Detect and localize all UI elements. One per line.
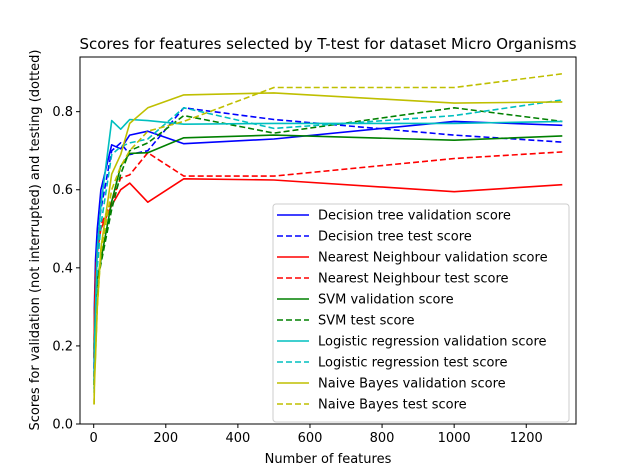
x-axis-label: Number of features <box>265 452 392 467</box>
x-tick-label: 1200 <box>510 431 543 446</box>
x-tick-label: 600 <box>298 431 323 446</box>
series-line <box>93 73 563 405</box>
series-line <box>93 151 563 358</box>
series-line <box>93 178 563 358</box>
plot-frame <box>79 56 577 425</box>
legend-entry: Naive Bayes test score <box>318 398 467 413</box>
x-axis: 0 200 400 600 800 1000 1200 <box>90 424 543 446</box>
y-tick-label: 0.4 <box>52 261 73 276</box>
legend-entry: Logistic regression test score <box>318 356 507 371</box>
x-tick-label: 1000 <box>438 431 471 446</box>
y-tick-label: 0.8 <box>52 105 73 120</box>
x-tick-label: 800 <box>370 431 395 446</box>
chart-title: Scores for features selected by T-test f… <box>79 35 576 53</box>
y-tick-label: 0.6 <box>52 183 73 198</box>
series-line <box>93 99 563 393</box>
legend-entry: Logistic regression validation score <box>318 335 547 350</box>
y-axis: 0.0 0.2 0.4 0.6 0.8 <box>52 105 80 433</box>
legend-entry: SVM test score <box>318 314 415 329</box>
legend-entry: Nearest Neighbour test score <box>318 272 509 287</box>
y-axis-label: Scores for validation (not interrupted) … <box>28 50 43 431</box>
x-tick-label: 400 <box>225 431 250 446</box>
y-tick-label: 0.2 <box>52 339 73 354</box>
plot-area: 0 200 400 600 800 1000 1200 0.0 0.2 0.4 0.6 0.8 <box>52 56 577 446</box>
legend: Decision tree validation score Decision t… <box>272 203 570 423</box>
x-tick-label: 0 <box>90 431 98 446</box>
legend-entry: Nearest Neighbour validation score <box>318 251 548 266</box>
legend-entry: Naive Bayes validation score <box>318 377 506 392</box>
x-tick-label: 200 <box>153 431 178 446</box>
legend-box <box>272 203 570 423</box>
legend-entry: SVM validation score <box>318 293 454 308</box>
legend-entry: Decision tree test score <box>318 230 472 245</box>
series-lines <box>93 73 563 405</box>
y-tick-label: 0.0 <box>52 418 73 433</box>
legend-entry: Decision tree validation score <box>318 209 511 224</box>
